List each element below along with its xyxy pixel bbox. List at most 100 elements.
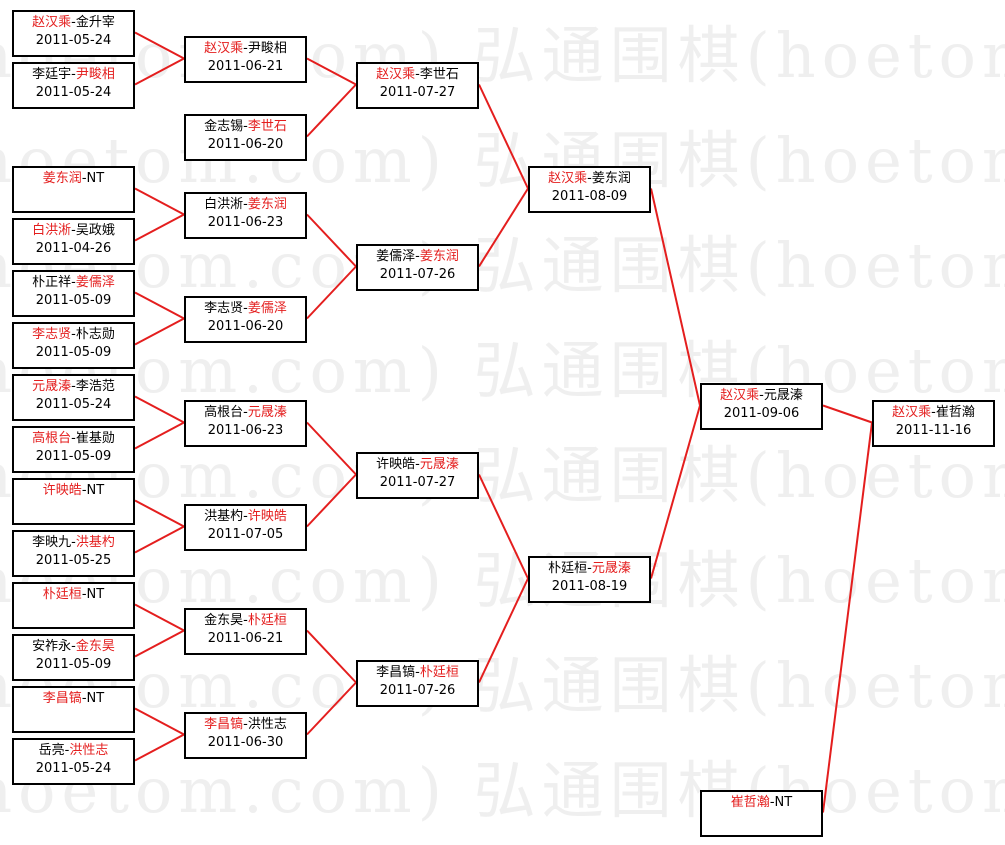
separator: - [71, 327, 76, 342]
player-two: 元晟溱 [763, 388, 803, 403]
match-players: 赵汉乘-李世石 [358, 66, 477, 84]
connector-line [306, 57, 357, 86]
match-date: 2011-09-06 [723, 406, 800, 421]
connector-line [478, 84, 529, 189]
match-players: 赵汉乘-尹畯相 [186, 40, 305, 58]
match-box: 高根台-崔基勋 2011-05-09 [12, 426, 135, 473]
separator: - [243, 41, 248, 56]
match-date: 2011-06-21 [207, 631, 284, 646]
match-players: 崔哲瀚-NT [702, 794, 821, 812]
match-players: 姜东润-NT [14, 170, 133, 188]
match-date: 2011-06-30 [207, 735, 284, 750]
match-box: 赵汉乘-姜东润 2011-08-09 [528, 166, 651, 213]
connector-line [134, 395, 185, 424]
connector-line [478, 474, 529, 579]
match-box: 李志贤-姜儒泽 2011-06-20 [184, 296, 307, 343]
match-players: 金东昊-朴廷桓 [186, 612, 305, 630]
match-players: 朴廷桓-NT [14, 586, 133, 604]
separator: - [64, 743, 70, 758]
separator: - [71, 275, 76, 290]
player-one: 高根台 [204, 405, 244, 420]
separator: - [243, 613, 248, 628]
player-two: NT [86, 587, 105, 602]
match-date: 2011-06-21 [207, 59, 284, 74]
watermark-text: 弘通围棋(hoetom.com) 弘通围棋(hoetom.com) 弘通围棋(h… [0, 229, 1005, 302]
match-box: 许映皓-元晟溱 2011-07-27 [356, 452, 479, 499]
separator: - [415, 665, 420, 680]
separator: - [81, 587, 87, 602]
separator: - [71, 15, 76, 30]
match-players: 白洪淅-姜东润 [186, 196, 305, 214]
player-one: 李志贤 [32, 327, 72, 342]
player-one: 安祚永 [32, 639, 72, 654]
player-one: 白洪淅 [204, 197, 244, 212]
connector-line [134, 317, 185, 346]
match-box: 赵汉乘-金升宰 2011-05-24 [12, 10, 135, 57]
player-one: 朴正祥 [32, 275, 72, 290]
player-two: 李世石 [247, 119, 287, 134]
match-box: 李昌镐-朴廷桓 2011-07-26 [356, 660, 479, 707]
match-players: 许映皓-元晟溱 [358, 456, 477, 474]
match-players: 李廷宇-尹畯相 [14, 66, 133, 84]
match-date: 2011-05-09 [35, 657, 112, 672]
match-box: 赵汉乘-元晟溱 2011-09-06 [700, 383, 823, 430]
player-one: 许映皓 [376, 457, 416, 472]
match-players: 李志贤-姜儒泽 [186, 300, 305, 318]
connector-line [650, 405, 701, 579]
match-date: 2011-05-24 [35, 85, 112, 100]
match-box: 朴廷桓-NT [12, 582, 135, 629]
player-one: 赵汉乘 [204, 41, 244, 56]
player-one: 岳亮 [38, 743, 65, 758]
match-players: 元晟溱-李浩范 [14, 378, 133, 396]
player-two: NT [86, 171, 105, 186]
player-two: 崔基勋 [75, 431, 115, 446]
player-two: 洪基杓 [75, 535, 115, 550]
separator: - [759, 388, 764, 403]
connector-line [306, 629, 357, 684]
player-one: 李廷宇 [32, 67, 72, 82]
watermark-text: 弘通围棋(hoetom.com) 弘通围棋(hoetom.com) 弘通围棋(h… [0, 754, 1005, 827]
match-date: 2011-05-09 [35, 345, 112, 360]
player-one: 赵汉乘 [720, 388, 760, 403]
connector-line [306, 681, 357, 736]
match-date: 2011-05-09 [35, 449, 112, 464]
match-box: 高根台-元晟溱 2011-06-23 [184, 400, 307, 447]
separator: - [243, 197, 248, 212]
player-one: 赵汉乘 [32, 15, 72, 30]
match-players: 赵汉乘-金升宰 [14, 14, 133, 32]
separator: - [415, 249, 420, 264]
match-box: 白洪淅-吴政娥 2011-04-26 [12, 218, 135, 265]
player-one: 金东昊 [204, 613, 244, 628]
player-two: 崔哲瀚 [935, 405, 975, 420]
separator: - [81, 691, 87, 706]
separator: - [769, 795, 775, 810]
player-two: 金东昊 [75, 639, 115, 654]
player-two: 金升宰 [75, 15, 115, 30]
match-players: 洪基杓-许映皓 [186, 508, 305, 526]
match-players: 赵汉乘-元晟溱 [702, 387, 821, 405]
match-box: 崔哲瀚-NT [700, 790, 823, 837]
connector-line [306, 421, 357, 476]
match-date: 2011-08-19 [551, 579, 628, 594]
player-two: 姜东润 [419, 249, 459, 264]
match-box: 朴正祥-姜儒泽 2011-05-09 [12, 270, 135, 317]
match-box: 白洪淅-姜东润 2011-06-23 [184, 192, 307, 239]
connector-line [134, 421, 185, 450]
connector-line [134, 291, 185, 320]
match-date: 2011-08-09 [551, 189, 628, 204]
player-two: 元晟溱 [591, 561, 631, 576]
match-box: 金东昊-朴廷桓 2011-06-21 [184, 608, 307, 655]
player-two: 朴志勋 [75, 327, 115, 342]
match-players: 李映九-洪基杓 [14, 534, 133, 552]
match-box: 安祚永-金东昊 2011-05-09 [12, 634, 135, 681]
match-players: 岳亮-洪性志 [14, 742, 133, 760]
connector-line [134, 707, 185, 736]
player-one: 赵汉乘 [376, 67, 416, 82]
separator: - [71, 639, 76, 654]
player-two: NT [86, 691, 105, 706]
separator: - [71, 67, 76, 82]
player-one: 朴廷桓 [548, 561, 588, 576]
player-one: 白洪淅 [32, 223, 72, 238]
player-two: 李浩范 [75, 379, 115, 394]
